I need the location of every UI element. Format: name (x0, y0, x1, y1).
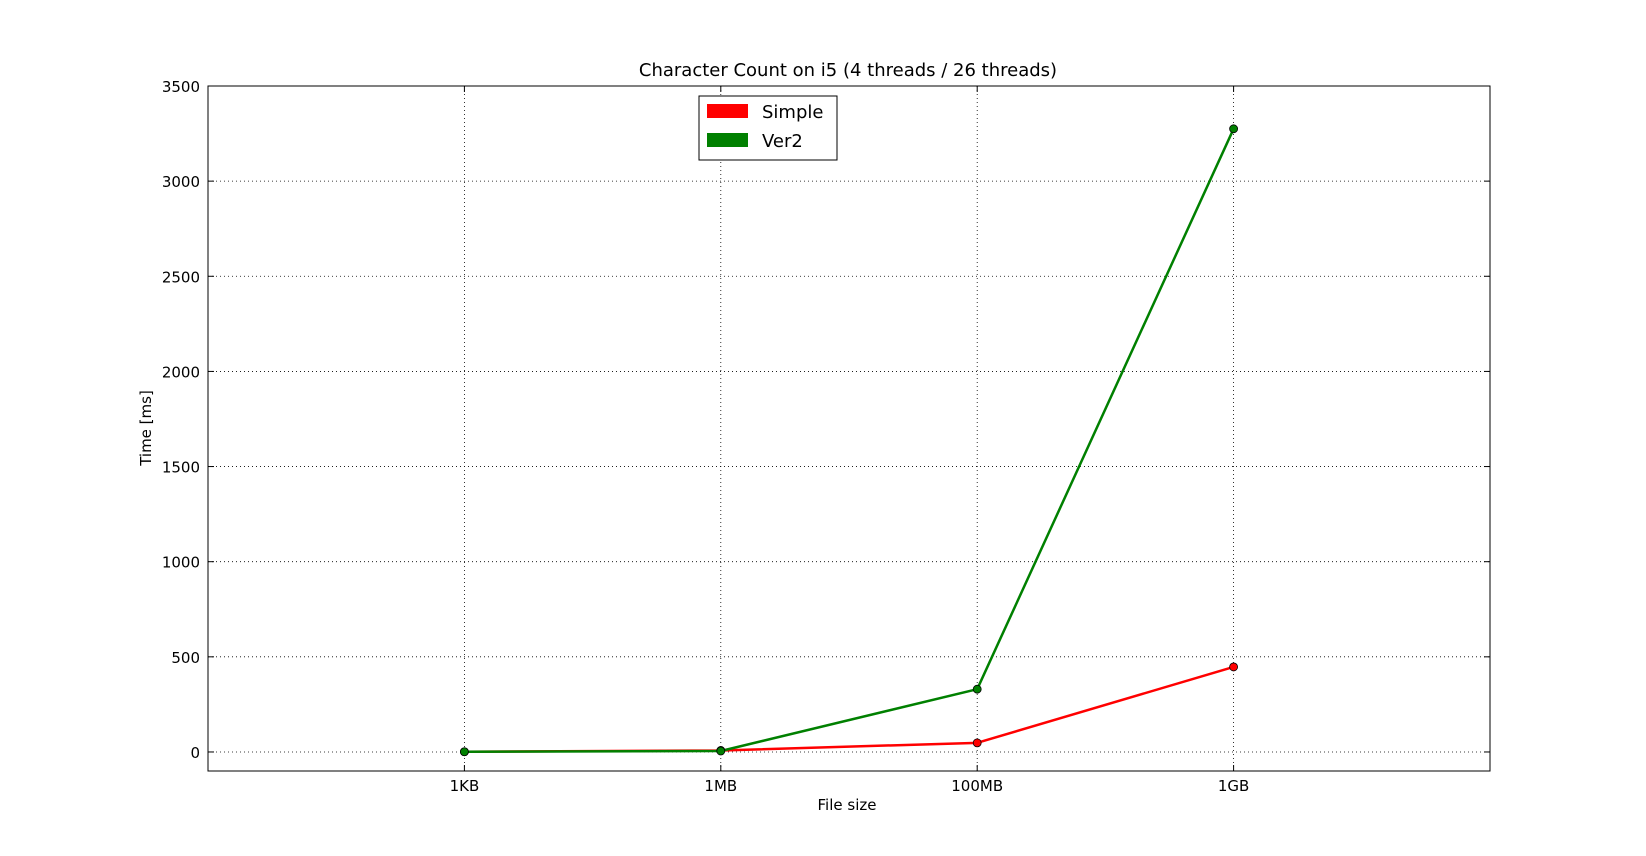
legend-swatch-ver2 (707, 133, 748, 147)
y-tick-label: 2500 (162, 268, 200, 286)
data-point-simple (972, 738, 982, 748)
plot-area-frame (207, 85, 1491, 772)
x-axis-label: File size (818, 796, 877, 814)
x-tick-label: 100MB (951, 777, 1003, 795)
chart-title: Character Count on i5 (4 threads / 26 th… (639, 60, 1057, 81)
legend-label-ver2: Ver2 (762, 131, 803, 152)
y-tick-label: 3500 (162, 78, 200, 96)
legend-label-simple: Simple (762, 102, 823, 123)
data-point-ver2 (972, 684, 982, 694)
legend-swatch-simple (707, 104, 748, 118)
data-point-ver2 (716, 746, 726, 756)
series-markers (459, 124, 1238, 757)
data-point-ver2 (459, 747, 469, 757)
series-line-ver2 (464, 128, 1235, 754)
y-tick-label: 1000 (162, 554, 200, 572)
data-point-ver2 (1229, 124, 1238, 134)
x-axis-ticks: 1KB 1MB 100MB 1GB (450, 86, 1249, 795)
grid-lines (208, 85, 1490, 771)
y-axis-label: Time [ms] (137, 390, 155, 467)
data-point-simple (1229, 662, 1238, 672)
y-tick-label: 2000 (162, 363, 200, 381)
y-tick-label: 0 (190, 744, 200, 762)
y-tick-label: 3000 (162, 173, 200, 191)
y-tick-label: 1500 (162, 459, 200, 477)
y-tick-label: 500 (171, 649, 200, 667)
x-tick-label: 1KB (450, 777, 480, 795)
series-lines (464, 128, 1235, 754)
x-tick-label: 1GB (1218, 777, 1249, 795)
chart-legend: Simple Ver2 (698, 95, 838, 161)
y-axis-ticks: 0 500 1000 1500 2000 2500 3000 3500 (162, 78, 1490, 762)
x-tick-label: 1MB (704, 777, 737, 795)
